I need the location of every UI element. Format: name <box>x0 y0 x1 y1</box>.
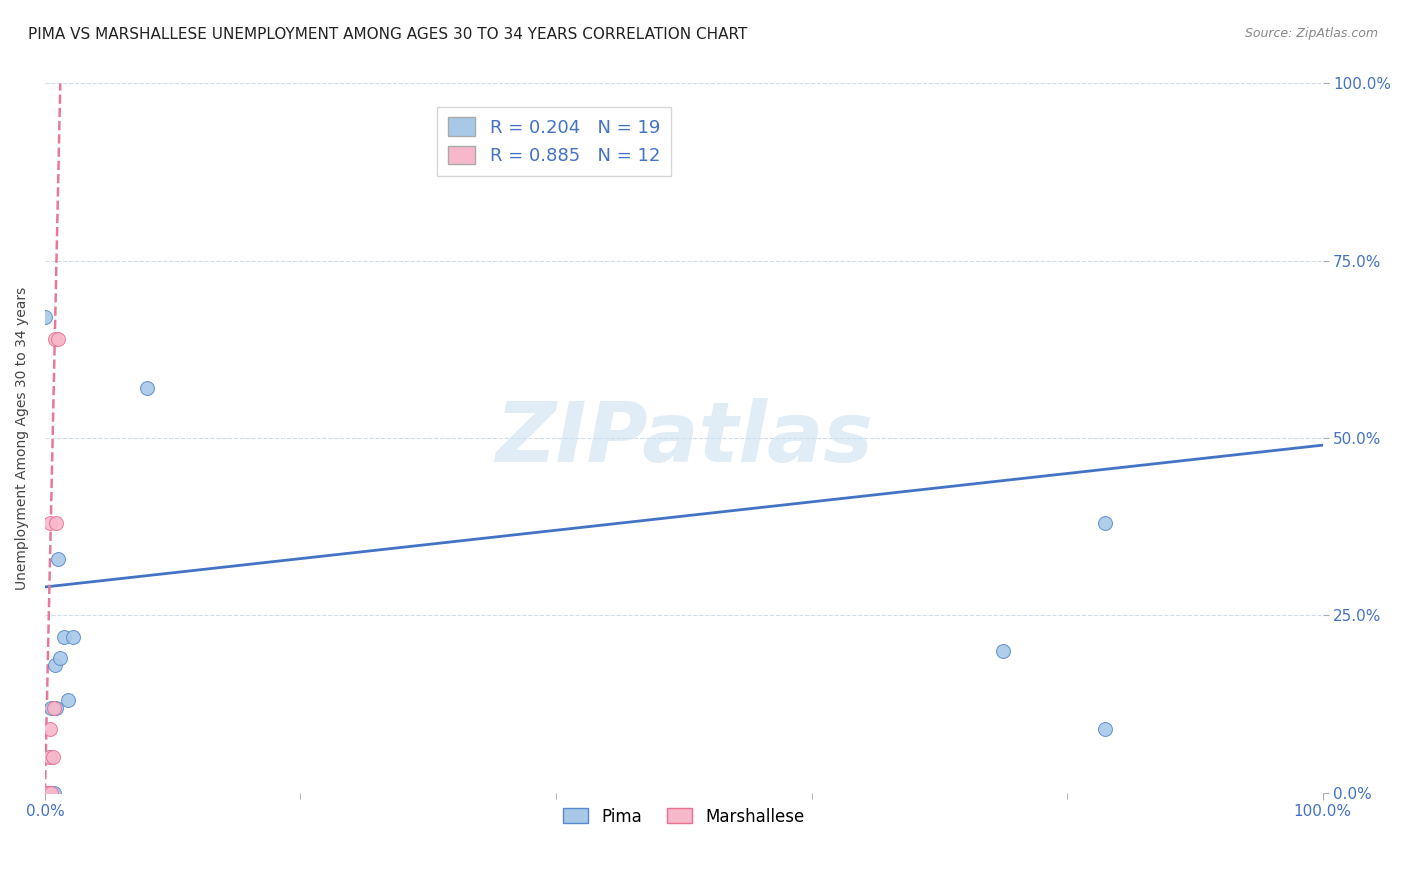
Point <box>37 786 59 800</box>
Point <box>39 750 62 764</box>
Point <box>35 786 58 800</box>
Point <box>34 786 56 800</box>
Point <box>41 786 63 800</box>
Y-axis label: Unemployment Among Ages 30 to 34 years: Unemployment Among Ages 30 to 34 years <box>15 286 30 590</box>
Point <box>44 332 66 346</box>
Text: Source: ZipAtlas.com: Source: ZipAtlas.com <box>1244 27 1378 40</box>
Point <box>42 786 65 800</box>
Point <box>37 786 59 800</box>
Legend: Pima, Marshallese: Pima, Marshallese <box>554 799 813 834</box>
Point <box>41 750 63 764</box>
Point <box>991 644 1014 658</box>
Text: ZIPatlas: ZIPatlas <box>495 398 873 478</box>
Point <box>46 332 69 346</box>
Point <box>46 551 69 566</box>
Point <box>45 700 67 714</box>
Point <box>62 630 84 644</box>
Text: PIMA VS MARSHALLESE UNEMPLOYMENT AMONG AGES 30 TO 34 YEARS CORRELATION CHART: PIMA VS MARSHALLESE UNEMPLOYMENT AMONG A… <box>28 27 748 42</box>
Point <box>49 651 72 665</box>
Point <box>136 381 159 395</box>
Point <box>1094 516 1116 530</box>
Point <box>45 516 67 530</box>
Point <box>53 630 76 644</box>
Point <box>44 658 66 673</box>
Point <box>41 700 63 714</box>
Point <box>38 786 60 800</box>
Point <box>42 700 65 714</box>
Point <box>1094 722 1116 736</box>
Point <box>34 786 56 800</box>
Point <box>41 786 63 800</box>
Point <box>38 750 60 764</box>
Point <box>39 516 62 530</box>
Point <box>39 722 62 736</box>
Point <box>56 693 79 707</box>
Point <box>34 310 56 325</box>
